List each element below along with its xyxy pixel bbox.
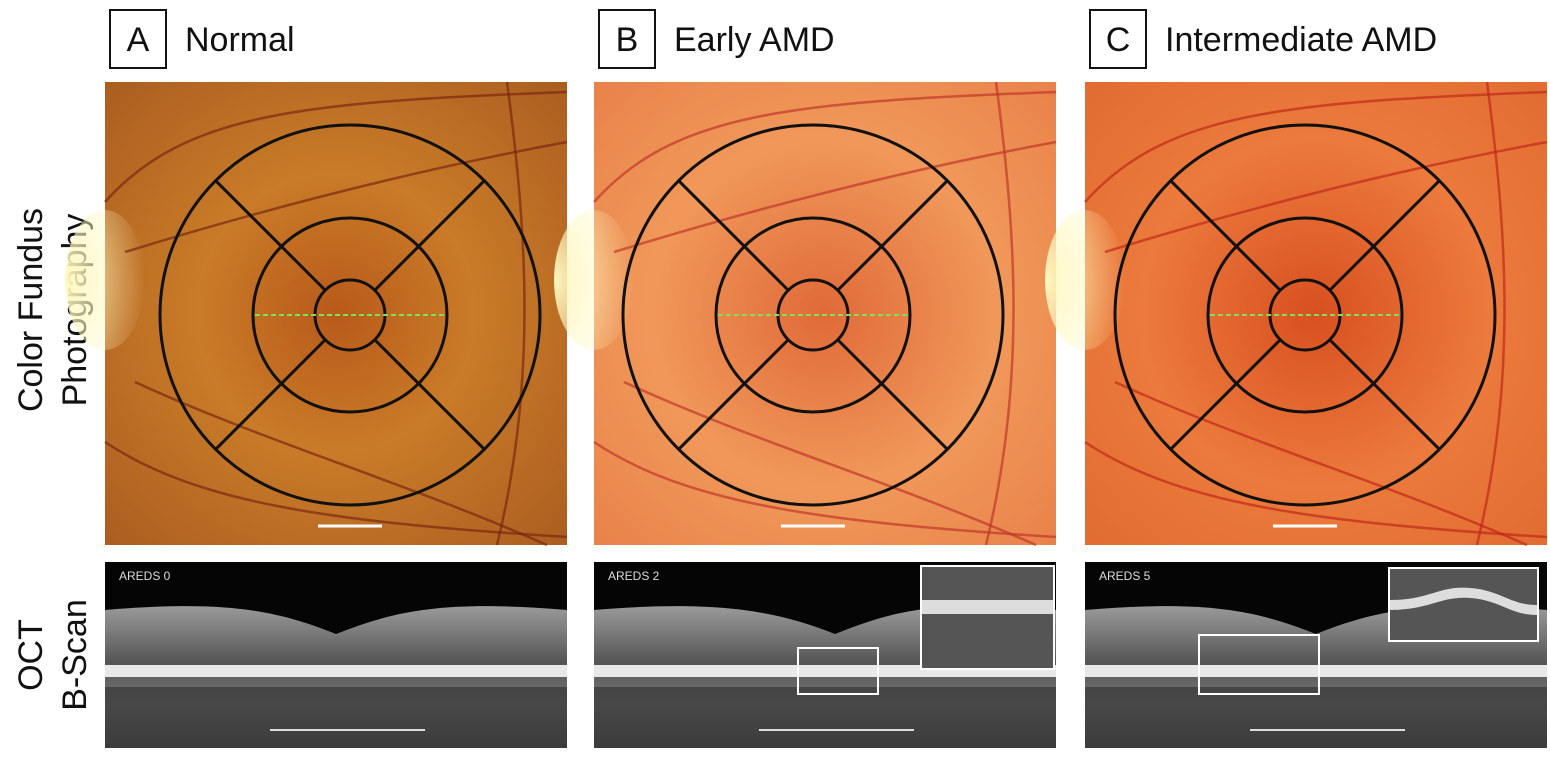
row-label: Color Fundus bbox=[12, 208, 50, 412]
fundus-photo bbox=[105, 82, 567, 545]
vessel bbox=[623, 380, 1037, 547]
vessel bbox=[1084, 90, 1548, 203]
vessel bbox=[104, 90, 568, 203]
rpe-band bbox=[1085, 665, 1547, 677]
letter-box bbox=[598, 9, 656, 69]
grid-spoke bbox=[836, 179, 949, 292]
fundus-photo bbox=[1085, 82, 1547, 545]
panel: C Intermediate AMD AREDS 5 bbox=[1045, 9, 1548, 748]
panel-title: Early AMD bbox=[674, 21, 835, 59]
panel-letter: C bbox=[1106, 21, 1131, 59]
rpe-band bbox=[105, 665, 567, 677]
panel-letter: B bbox=[616, 21, 639, 59]
vessel bbox=[593, 90, 1057, 203]
inset-band bbox=[1390, 587, 1537, 615]
row-label: OCT bbox=[12, 619, 50, 691]
panel: B Early AMD AREDS 2 bbox=[554, 9, 1057, 748]
letter-box bbox=[109, 9, 167, 69]
grid-ring bbox=[158, 123, 542, 507]
vessel bbox=[1475, 81, 1506, 546]
vessel bbox=[124, 140, 568, 254]
panel-letter: A bbox=[127, 21, 150, 59]
oct-label: AREDS 0 bbox=[119, 569, 171, 583]
grid-spoke bbox=[1169, 179, 1282, 292]
grid-spoke bbox=[373, 338, 486, 451]
vessel bbox=[134, 380, 548, 547]
grid-spoke bbox=[677, 179, 790, 292]
inset-box bbox=[1198, 634, 1320, 695]
vessel bbox=[613, 140, 1057, 254]
grid-spoke bbox=[677, 338, 790, 451]
choroid bbox=[594, 687, 1056, 748]
grid-ring bbox=[1113, 123, 1497, 507]
vessel bbox=[495, 81, 526, 546]
choroid bbox=[105, 687, 567, 748]
grid-ring bbox=[251, 216, 449, 414]
choroid bbox=[1085, 687, 1547, 748]
grid-spoke bbox=[214, 179, 327, 292]
grid-spoke bbox=[373, 179, 486, 292]
grid-spoke bbox=[1169, 338, 1282, 451]
vessel bbox=[1114, 380, 1528, 547]
grid-spoke bbox=[836, 338, 949, 451]
inset-box bbox=[797, 647, 879, 695]
grid-ring bbox=[1206, 216, 1404, 414]
vessel bbox=[984, 81, 1015, 546]
panel-title: Intermediate AMD bbox=[1165, 21, 1437, 59]
optic-disc bbox=[554, 210, 634, 350]
letter-box bbox=[1089, 9, 1147, 69]
vessel bbox=[1084, 440, 1548, 539]
grid-ring bbox=[714, 216, 912, 414]
optic-disc bbox=[1045, 210, 1125, 350]
grid-ring bbox=[621, 123, 1005, 507]
fundus-photo bbox=[594, 82, 1056, 545]
oct-label: AREDS 5 bbox=[1099, 569, 1151, 583]
optic-disc bbox=[65, 210, 145, 350]
row-label: B-Scan bbox=[56, 599, 94, 711]
vessel bbox=[593, 440, 1057, 539]
grid-spoke bbox=[1328, 179, 1441, 292]
inset-zoom bbox=[920, 565, 1055, 670]
vessel bbox=[1104, 140, 1548, 254]
grid-spoke bbox=[214, 338, 327, 451]
panel-title: Normal bbox=[185, 21, 295, 59]
grid-spoke bbox=[1328, 338, 1441, 451]
oct-label: AREDS 2 bbox=[608, 569, 660, 583]
vessel bbox=[104, 440, 568, 539]
inset-band bbox=[922, 600, 1053, 614]
panel: A Normal AREDS 0 bbox=[65, 9, 568, 748]
